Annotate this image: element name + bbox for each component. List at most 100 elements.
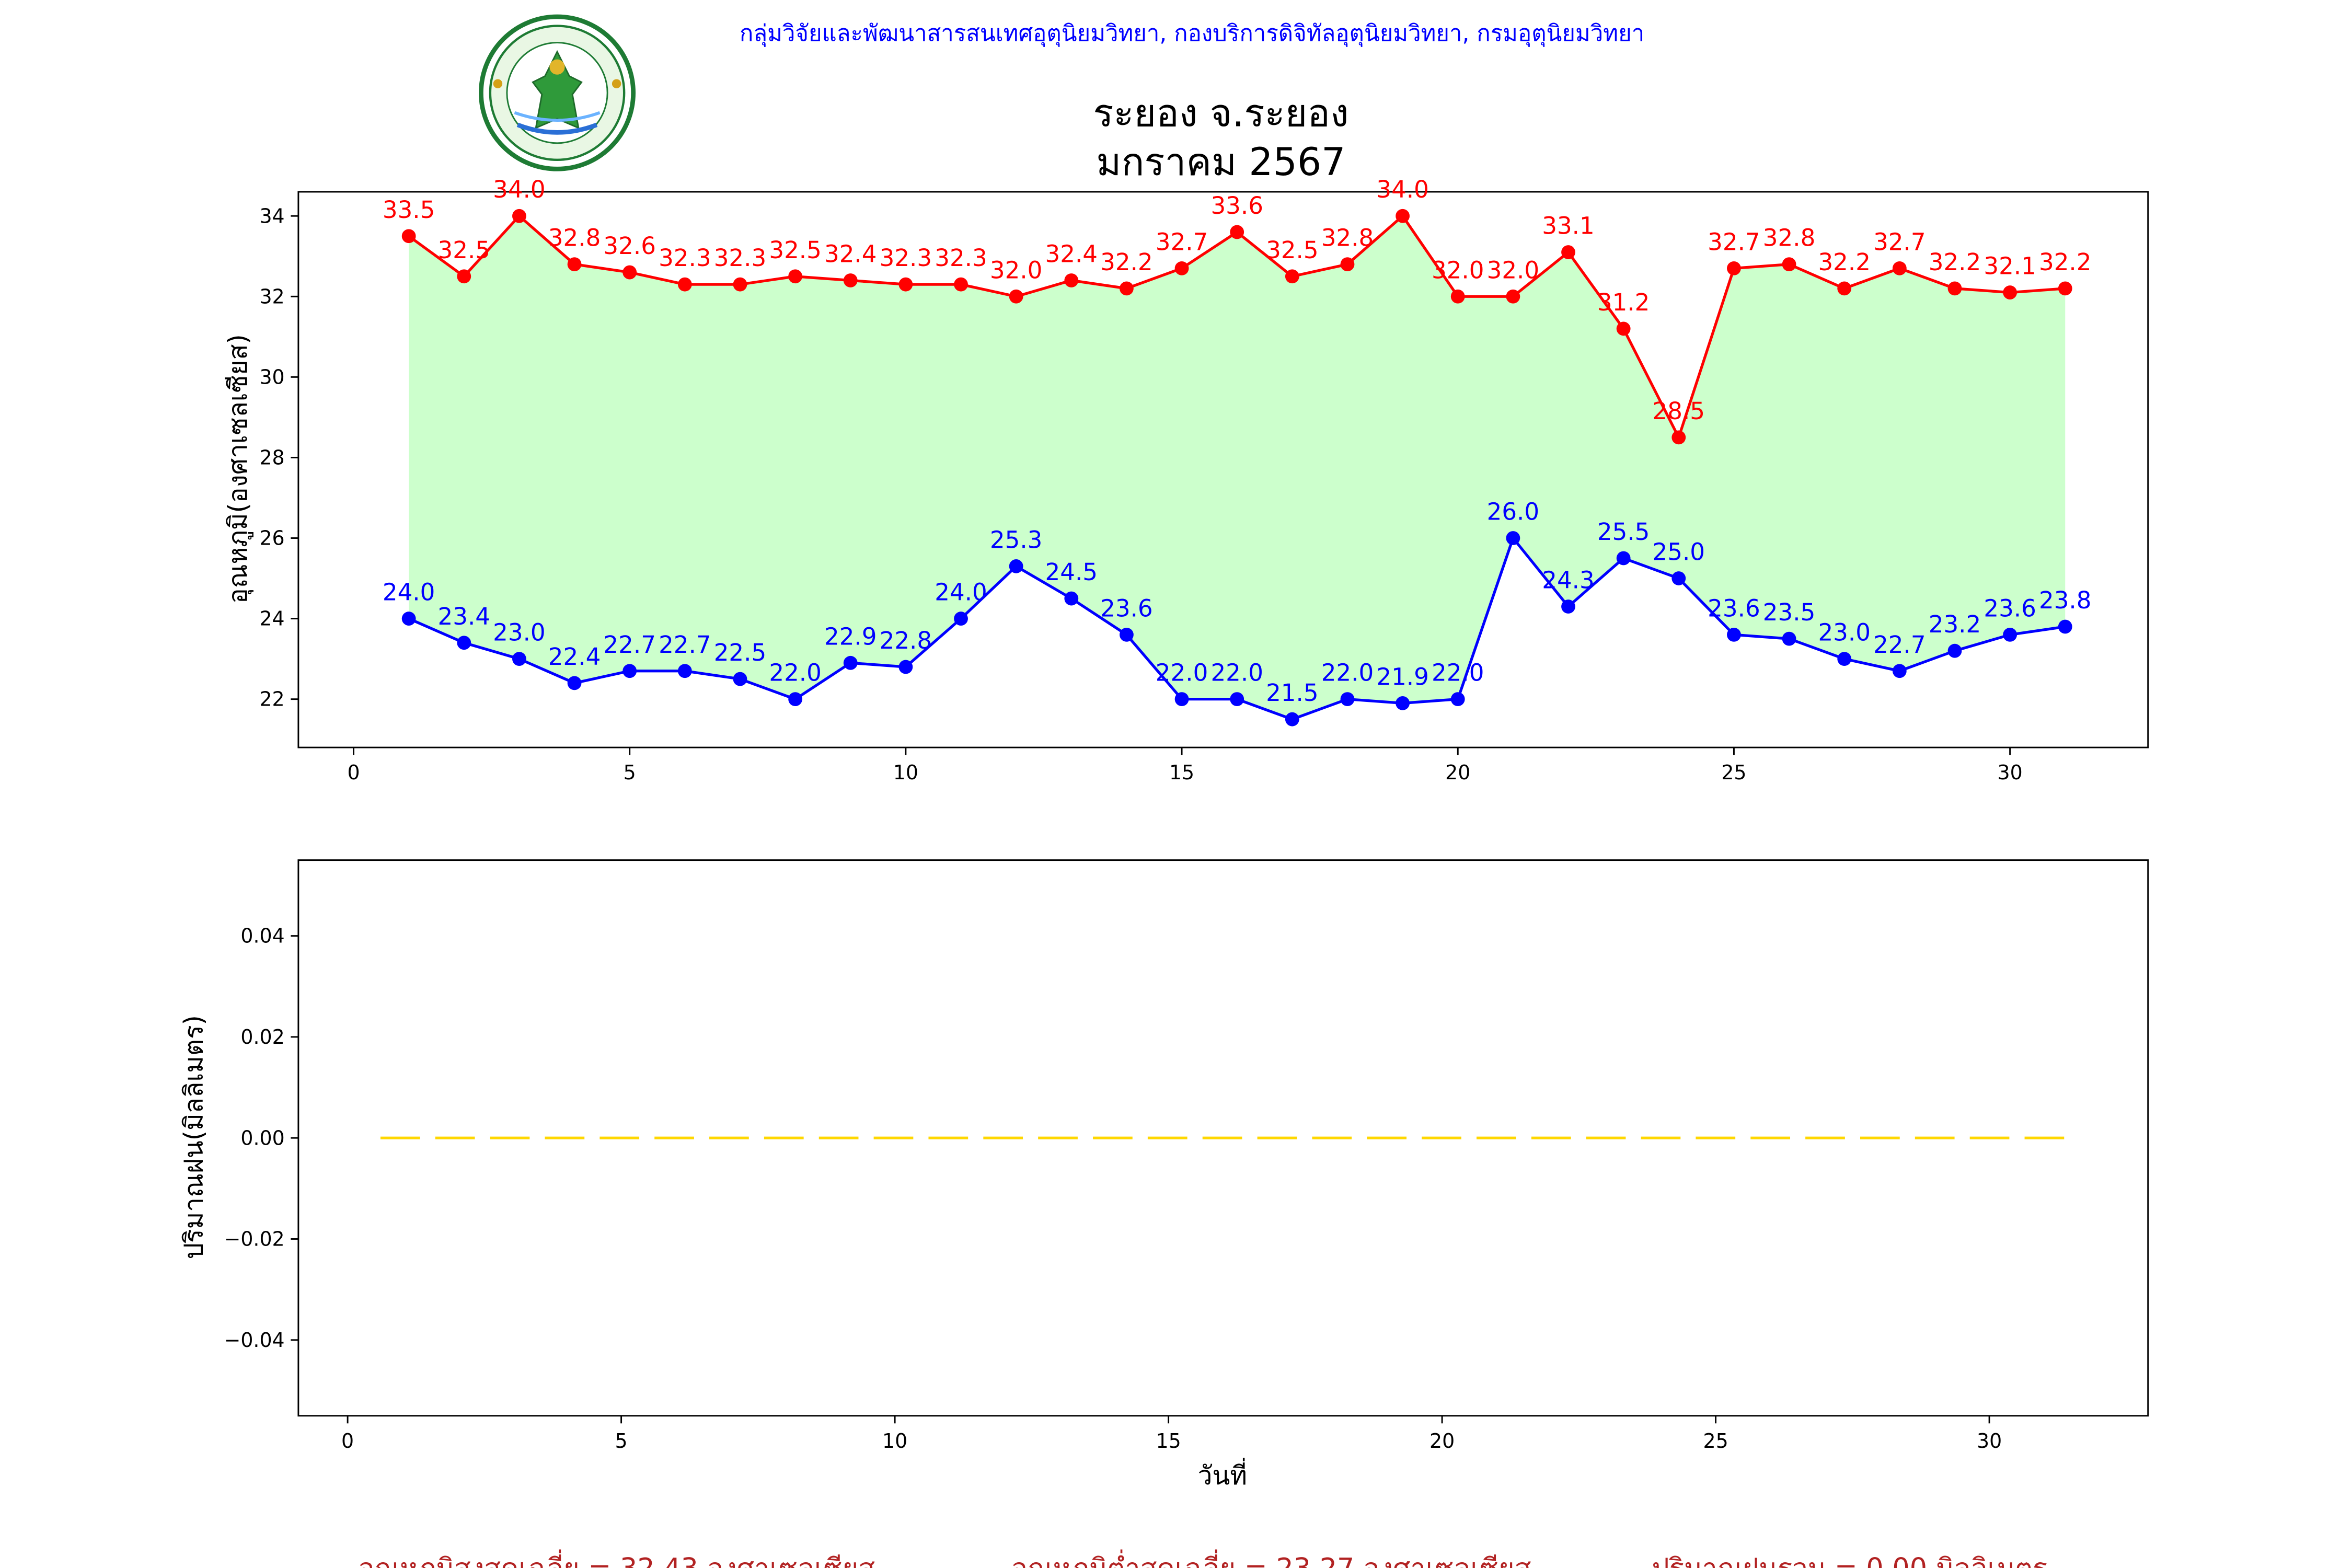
max-temperature-point — [677, 277, 692, 292]
max-temperature-point — [733, 277, 747, 292]
min-temperature-point — [843, 655, 858, 670]
min-temperature-point — [1947, 643, 1962, 658]
min-temperature-value-label: 22.7 — [603, 631, 655, 659]
min-temperature-point — [2058, 619, 2072, 634]
temperature-y-axis-label: อุณหภูมิ(องศาเซลเซียส) — [223, 334, 253, 604]
max-temperature-value-label: 32.0 — [990, 256, 1042, 284]
max-temperature-point — [567, 257, 582, 272]
max-temperature-value-label: 32.7 — [1873, 228, 1926, 256]
min-temperature-point — [1396, 696, 1410, 710]
min-temperature-value-label: 24.0 — [935, 579, 987, 606]
min-temperature-value-label: 22.4 — [548, 643, 601, 671]
summary-avg-max: อุณหภูมิสูงสุดเฉลี่ย = 32.43 องศาเซลเซีย… — [358, 1550, 875, 1568]
min-temperature-point — [1837, 652, 1852, 666]
min-temperature-point — [788, 692, 803, 707]
max-temperature-value-label: 32.2 — [1100, 248, 1152, 276]
max-temperature-value-label: 32.2 — [2039, 248, 2091, 276]
temperature-y-tick-label: 30 — [259, 365, 284, 388]
temperature-y-tick-label: 34 — [259, 204, 284, 227]
min-temperature-value-label: 22.7 — [659, 631, 711, 659]
temperature-y-tick-label: 24 — [259, 607, 284, 630]
max-temperature-point — [954, 277, 968, 292]
max-temperature-value-label: 33.5 — [383, 196, 435, 224]
max-temperature-value-label: 32.1 — [1984, 252, 2036, 280]
temperature-range-band — [409, 216, 2066, 720]
max-temperature-point — [401, 229, 416, 244]
max-temperature-value-label: 32.3 — [880, 244, 932, 272]
min-temperature-value-label: 23.6 — [1708, 594, 1760, 622]
max-temperature-value-label: 32.6 — [603, 232, 655, 260]
min-temperature-value-label: 23.0 — [1818, 619, 1870, 647]
rainfall-y-tick-label: −0.02 — [224, 1228, 285, 1251]
max-temperature-value-label: 32.4 — [824, 240, 877, 268]
temperature-x-tick-label: 30 — [1998, 761, 2023, 784]
min-temperature-point — [1782, 631, 1796, 646]
max-temperature-value-label: 32.2 — [1818, 248, 1870, 276]
min-temperature-value-label: 23.4 — [438, 603, 490, 630]
max-temperature-point — [1396, 209, 1410, 223]
max-temperature-point — [1450, 289, 1465, 304]
min-temperature-value-label: 21.9 — [1376, 663, 1428, 690]
rainfall-x-tick-label: 5 — [615, 1429, 628, 1452]
max-temperature-value-label: 32.3 — [714, 244, 766, 272]
min-temperature-point — [2003, 627, 2017, 642]
min-temperature-point — [1009, 559, 1023, 573]
min-temperature-point — [401, 612, 416, 626]
rainfall-x-tick-label: 20 — [1429, 1429, 1455, 1452]
max-temperature-point — [1230, 225, 1244, 239]
rainfall-x-tick-label: 25 — [1703, 1429, 1728, 1452]
min-temperature-value-label: 23.0 — [493, 619, 545, 647]
rainfall-x-tick-label: 10 — [882, 1429, 907, 1452]
min-temperature-value-label: 25.3 — [990, 526, 1042, 554]
temperature-x-tick-label: 25 — [1721, 761, 1746, 784]
max-temperature-value-label: 32.4 — [1045, 240, 1098, 268]
rainfall-y-axis-label: ปริมาณฝน(มิลลิเมตร) — [178, 1015, 209, 1259]
min-temperature-value-label: 22.0 — [1210, 659, 1263, 687]
max-temperature-value-label: 32.7 — [1708, 228, 1760, 256]
min-temperature-point — [1892, 664, 1907, 678]
temperature-x-tick-label: 5 — [624, 761, 636, 784]
max-temperature-value-label: 32.2 — [1929, 248, 1981, 276]
max-temperature-value-label: 32.5 — [1266, 236, 1318, 264]
org-line: กลุ่มวิจัยและพัฒนาสารสนเทศอุตุนิยมวิทยา,… — [740, 20, 1644, 48]
min-temperature-point — [1561, 599, 1575, 614]
min-temperature-value-label: 22.9 — [824, 622, 877, 650]
rainfall-y-tick-label: 0.04 — [240, 925, 284, 948]
min-temperature-point — [1230, 692, 1244, 707]
max-temperature-point — [1561, 245, 1575, 259]
max-temperature-point — [1174, 261, 1189, 275]
max-temperature-value-label: 33.1 — [1542, 212, 1594, 240]
min-temperature-point — [733, 672, 747, 686]
max-temperature-point — [1120, 281, 1134, 296]
temperature-x-tick-label: 0 — [347, 761, 360, 784]
min-temperature-value-label: 22.8 — [880, 627, 932, 654]
temperature-y-tick-label: 32 — [259, 285, 284, 308]
max-temperature-point — [2003, 285, 2017, 299]
min-temperature-point — [622, 664, 637, 678]
max-temperature-point — [622, 265, 637, 280]
temperature-chart: 33.5 24.0 32.5 23.4 34.0 23.0 32.8 22.4 32.6 22.7… — [223, 176, 2149, 784]
max-temperature-point — [1009, 289, 1023, 304]
meteorological-department-logo — [479, 14, 636, 171]
max-temperature-value-label: 32.0 — [1487, 256, 1539, 284]
min-temperature-value-label: 23.6 — [1984, 594, 2036, 622]
max-temperature-value-label: 34.0 — [1376, 176, 1428, 203]
max-temperature-point — [1285, 269, 1299, 284]
rainfall-y-tick-label: −0.04 — [224, 1329, 285, 1352]
max-temperature-value-label: 32.3 — [935, 244, 987, 272]
min-temperature-value-label: 24.0 — [383, 579, 435, 606]
min-temperature-point — [1120, 627, 1134, 642]
min-temperature-value-label: 23.8 — [2039, 586, 2091, 614]
temperature-y-tick-label: 22 — [259, 688, 284, 711]
min-temperature-value-label: 26.0 — [1487, 498, 1539, 526]
rainfall-x-tick-label: 0 — [341, 1429, 354, 1452]
min-temperature-value-label: 22.0 — [1432, 659, 1484, 687]
temperature-x-tick-label: 20 — [1445, 761, 1470, 784]
min-temperature-value-label: 23.2 — [1929, 610, 1981, 638]
rainfall-x-axis-label: วันที่ — [1198, 1458, 1247, 1491]
min-temperature-value-label: 21.5 — [1266, 679, 1318, 707]
max-temperature-point — [898, 277, 913, 292]
max-temperature-point — [457, 269, 471, 284]
summary-total-rain: ปริมาณฝนรวม = 0.00 มิลลิเมตร — [1652, 1553, 2048, 1568]
